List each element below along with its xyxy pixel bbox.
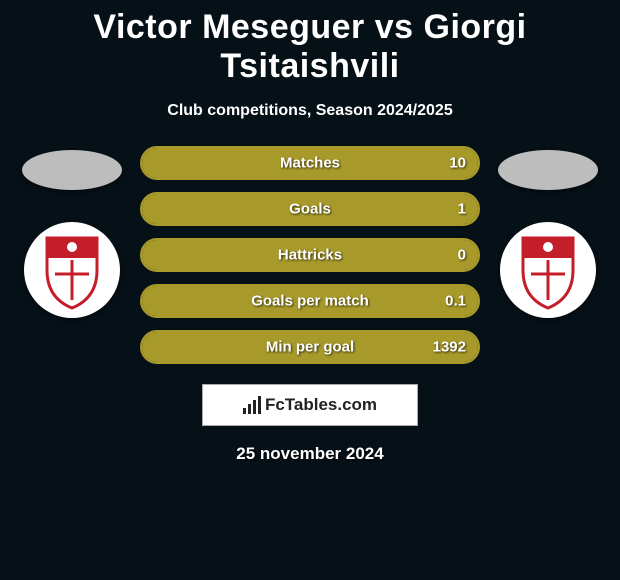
page-subtitle: Club competitions, Season 2024/2025 [0, 90, 620, 140]
stat-right-value: 0.1 [445, 293, 466, 310]
stat-label: Goals per match [251, 293, 369, 310]
left-club-logo [24, 222, 120, 318]
stat-right-value: 10 [449, 155, 466, 172]
bar-chart-icon [243, 396, 261, 414]
stat-right-value: 1392 [433, 339, 466, 356]
site-name: FcTables.com [265, 395, 377, 415]
right-club-logo [500, 222, 596, 318]
stat-row: Goals per match 0.1 [140, 284, 480, 318]
site-attribution: FcTables.com [202, 384, 418, 426]
stat-row: Goals 1 [140, 192, 480, 226]
stat-label: Min per goal [266, 339, 354, 356]
stat-label: Goals [289, 201, 331, 218]
stat-label: Hattricks [278, 247, 342, 264]
stat-right-value: 1 [458, 201, 466, 218]
stat-row: Min per goal 1392 [140, 330, 480, 364]
main-layout: Matches 10 Goals 1 Hattricks 0 Goals per match… [0, 140, 620, 364]
right-player-column [498, 140, 598, 318]
comparison-bars: Matches 10 Goals 1 Hattricks 0 Goals per match… [140, 140, 480, 364]
left-player-column [22, 140, 122, 318]
stat-row: Hattricks 0 [140, 238, 480, 272]
shield-icon [37, 230, 107, 310]
snapshot-date: 25 november 2024 [0, 426, 620, 482]
page-title: Victor Meseguer vs Giorgi Tsitaishvili [0, 2, 620, 90]
comparison-card: Victor Meseguer vs Giorgi Tsitaishvili C… [0, 0, 620, 482]
stat-row: Matches 10 [140, 146, 480, 180]
shield-icon [513, 230, 583, 310]
left-player-avatar [22, 150, 122, 190]
stat-right-value: 0 [458, 247, 466, 264]
stat-label: Matches [280, 155, 340, 172]
right-player-avatar [498, 150, 598, 190]
